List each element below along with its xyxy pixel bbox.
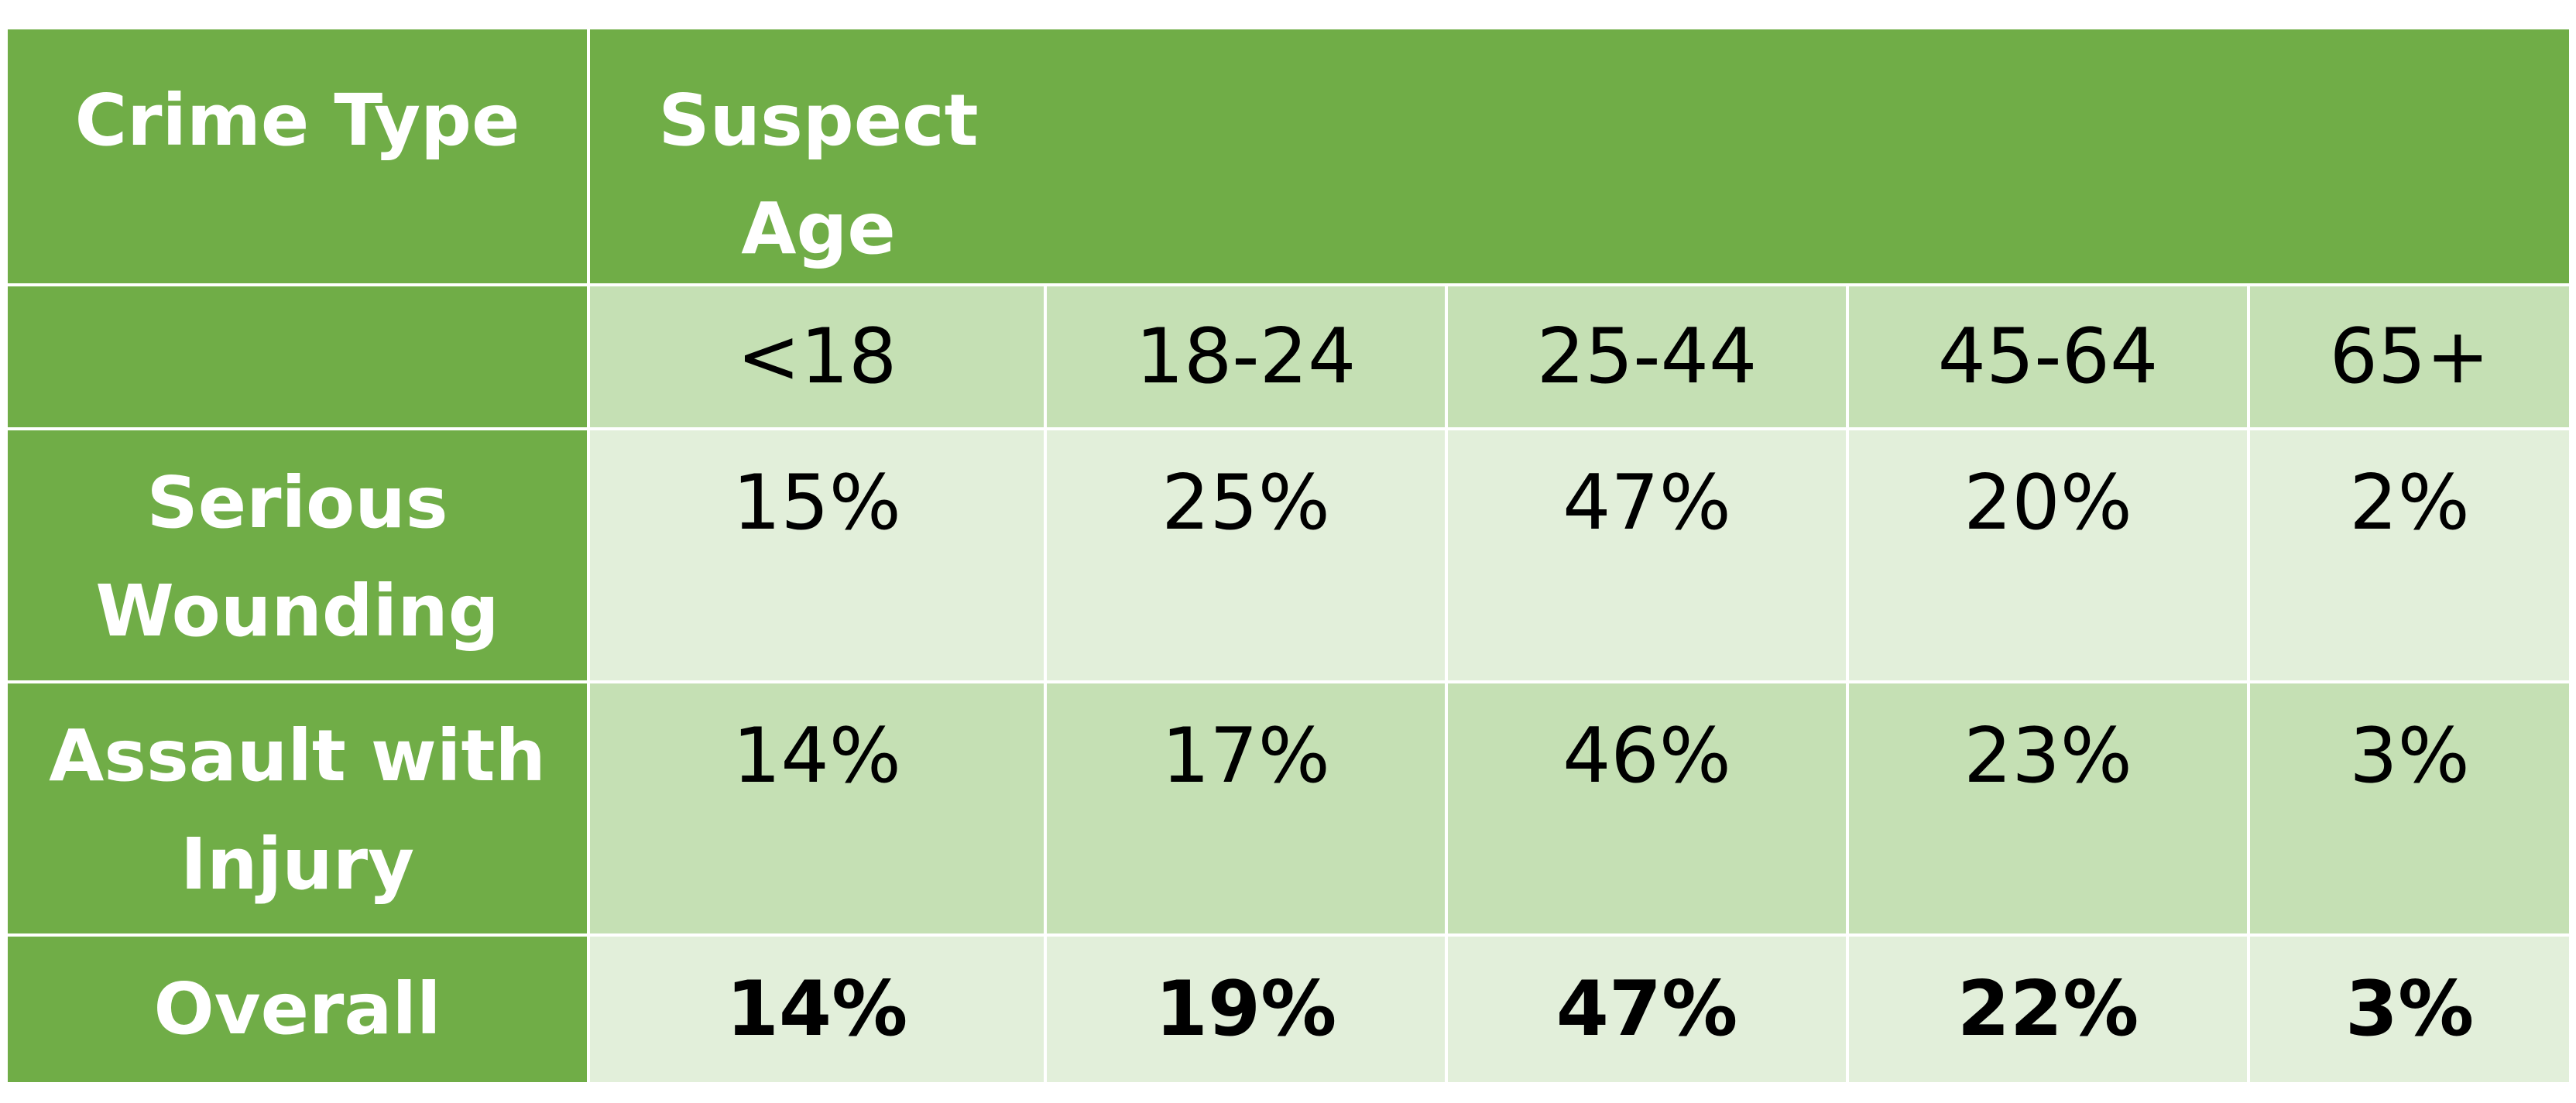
row-label-cell: Overall (5, 933, 590, 1085)
row-label: Assault with Injury (49, 714, 546, 906)
age-group-cell: 18-24 (1044, 283, 1448, 430)
table-row: Assault with Injury 14% 17% 46% 23% 3% (5, 680, 2573, 937)
value-cell: 14% (587, 680, 1047, 937)
total-value: 22% (1957, 965, 2139, 1053)
value: 20% (1964, 459, 2132, 547)
value-cell: 14% (587, 933, 1047, 1085)
value: 2% (2349, 459, 2470, 547)
value-cell: 47% (1445, 933, 1849, 1085)
total-value: 14% (725, 965, 908, 1053)
value-cell: 23% (1846, 680, 2250, 937)
value-cell: 46% (1445, 680, 1849, 937)
age-group-row-label-cell (5, 283, 590, 430)
age-group-label: 65+ (2329, 313, 2490, 401)
row-label-cell: Assault with Injury (5, 680, 590, 937)
row-label: Serious Wounding (95, 461, 499, 653)
age-group-label: 25-44 (1536, 313, 1758, 401)
value-cell: 22% (1846, 933, 2250, 1085)
total-value: 3% (2344, 965, 2475, 1053)
row-label-cell: Serious Wounding (5, 427, 590, 683)
table-row: Serious Wounding 15% 25% 47% 20% 2% (5, 427, 2573, 683)
value-cell: 47% (1445, 427, 1849, 683)
value: 14% (732, 712, 901, 800)
value: 17% (1161, 712, 1330, 800)
value-cell: 15% (587, 427, 1047, 683)
age-group-label: <18 (736, 313, 897, 401)
total-row: Overall 14% 19% 47% 22% 3% (5, 933, 2573, 1085)
age-group-cell: 45-64 (1846, 283, 2250, 430)
value-cell: 25% (1044, 427, 1448, 683)
value-cell: 2% (2246, 427, 2573, 683)
value-cell: 3% (2246, 680, 2573, 937)
value-cell: 19% (1044, 933, 1448, 1085)
age-group-row: <18 18-24 25-44 45-64 65+ (5, 283, 2573, 430)
suspect-age-header-cell: Suspect Age (586, 26, 2573, 286)
value: 15% (732, 459, 901, 547)
value-cell: 20% (1846, 427, 2250, 683)
suspect-age-header: Suspect Age (658, 79, 979, 270)
value: 23% (1964, 712, 2132, 800)
age-group-label: 18-24 (1135, 313, 1357, 401)
crime-type-header-cell: Crime Type (5, 26, 590, 286)
age-group-cell: 25-44 (1445, 283, 1849, 430)
row-label: Overall (153, 968, 441, 1050)
age-group-cell: <18 (587, 283, 1047, 430)
value-cell: 17% (1044, 680, 1448, 937)
value: 3% (2349, 712, 2470, 800)
value-cell: 3% (2246, 933, 2573, 1085)
age-group-cell: 65+ (2246, 283, 2573, 430)
value: 47% (1562, 459, 1731, 547)
total-value: 47% (1556, 965, 1738, 1053)
value: 46% (1562, 712, 1731, 800)
header-row: Crime Type Suspect Age (5, 26, 2573, 286)
total-value: 19% (1154, 965, 1337, 1053)
value: 25% (1161, 459, 1330, 547)
crime-type-header: Crime Type (74, 79, 520, 162)
age-group-label: 45-64 (1937, 313, 2159, 401)
crime-age-table: Crime Type Suspect Age <18 18-24 25-44 4… (5, 26, 2573, 1085)
